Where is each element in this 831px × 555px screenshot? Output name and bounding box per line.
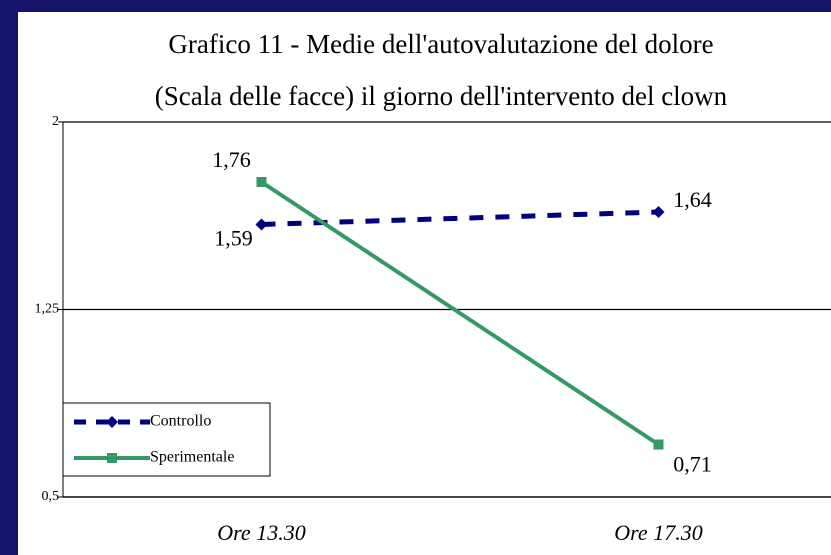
point [256, 177, 267, 187]
chart-title: (Scala delle facce) il giorno dell'inter… [155, 81, 728, 111]
data-label: 1,59 [214, 226, 253, 251]
data-label: 1,64 [673, 187, 712, 212]
point [652, 206, 665, 218]
point [653, 439, 664, 450]
legend-marker [106, 416, 118, 428]
data-label: 0,71 [673, 452, 712, 477]
y-tick-label: 1,25 [35, 302, 60, 317]
legend-marker [107, 453, 117, 463]
legend-box [62, 402, 271, 477]
x-tick-label: Ore 17.30 [614, 520, 702, 545]
chart-title: Grafico 11 - Medie dell'autovalutazione … [168, 29, 713, 59]
data-label: 1,76 [212, 147, 251, 172]
y-tick-label: 2 [52, 114, 59, 129]
x-tick-label: Ore 13.30 [217, 520, 305, 545]
legend-label: Sperimentale [150, 449, 234, 466]
y-tick-label: 0,5 [42, 489, 60, 504]
legend-label: Controllo [150, 413, 211, 430]
series-line [260, 180, 660, 447]
point [255, 218, 268, 231]
